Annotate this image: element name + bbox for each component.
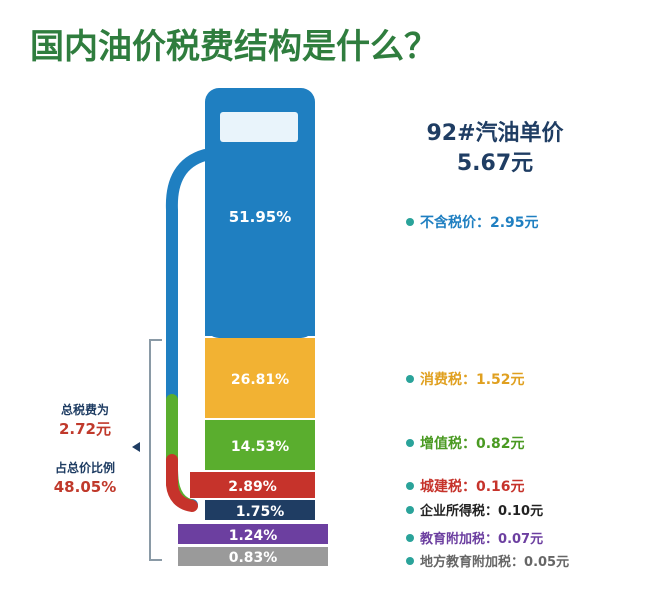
seg-4-value-label: 0.10元 (498, 504, 543, 519)
seg-6-value-label: 0.05元 (524, 555, 569, 570)
seg-0-percent-label: 51.95% (229, 208, 291, 226)
chart-title: 国内油价税费结构是什么？ (30, 27, 438, 67)
seg-2-value-label: 0.82元 (476, 436, 525, 452)
bracket-arrow-icon (132, 442, 140, 452)
seg-1-category-label: 消费税：1.52元 (420, 371, 525, 388)
seg-2-category: 增值税 (420, 435, 462, 452)
seg-2-separator: ： (462, 436, 476, 452)
seg-0-separator: ： (476, 215, 490, 231)
seg-4-category-label: 企业所得税：0.10元 (419, 503, 543, 519)
price-value: 5.67元 (457, 151, 533, 176)
seg-0-category: 不含税价 (420, 214, 477, 231)
seg-5-percent-label: 1.24% (229, 528, 278, 544)
seg-0-category-label: 不含税价：2.95元 (420, 214, 539, 231)
share-label: 占总价比例 (55, 460, 115, 475)
seg-3-callout-dot-icon (406, 482, 414, 490)
seg-6-callout-dot-icon (406, 557, 414, 565)
seg-5-category: 教育附加税 (419, 531, 485, 547)
seg-0-callout-dot-icon (406, 218, 414, 226)
seg-5-callout-dot-icon (406, 534, 414, 542)
seg-1-bar (205, 338, 315, 418)
seg-1-value-label: 1.52元 (476, 372, 525, 388)
seg-1-separator: ： (462, 372, 476, 388)
seg-0-bar (205, 160, 315, 336)
seg-1-category: 消费税 (420, 371, 462, 388)
seg-6-percent-label: 0.83% (229, 550, 278, 566)
seg-3-separator: ： (462, 479, 476, 495)
seg-1-callout-dot-icon (406, 375, 414, 383)
seg-5-separator: ： (485, 532, 498, 547)
seg-3-category: 城建税 (420, 478, 462, 495)
seg-6-bar (178, 547, 328, 566)
total-tax-label: 总税费为 (61, 402, 109, 417)
seg-3-bar (190, 472, 315, 498)
seg-4-separator: ： (485, 504, 498, 519)
seg-1-percent-label: 26.81% (231, 372, 289, 388)
seg-5-category-label: 教育附加税：0.07元 (419, 531, 543, 547)
seg-2-category-label: 增值税：0.82元 (420, 435, 525, 452)
seg-3-percent-label: 2.89% (228, 479, 277, 495)
seg-2-callout-dot-icon (406, 439, 414, 447)
seg-0-value-label: 2.95元 (490, 215, 539, 231)
share-value: 48.05% (54, 478, 116, 496)
seg-5-bar (178, 524, 328, 544)
pump-window (220, 112, 298, 142)
total-tax-value: 2.72元 (59, 420, 111, 438)
seg-5-value-label: 0.07元 (498, 532, 543, 547)
seg-4-bar (205, 500, 315, 520)
seg-6-category: 地方教育附加税 (420, 554, 511, 570)
pump-hose (165, 149, 211, 512)
tax-bracket (149, 339, 162, 561)
seg-2-bar (205, 420, 315, 470)
seg-4-percent-label: 1.75% (236, 504, 285, 520)
seg-3-value-label: 0.16元 (476, 479, 525, 495)
seg-2-percent-label: 14.53% (231, 439, 289, 455)
seg-6-category-label: 地方教育附加税：0.05元 (420, 554, 569, 570)
seg-6-separator: ： (511, 555, 524, 570)
price-label: 92#汽油单价 (426, 120, 564, 146)
seg-4-category: 企业所得税 (419, 503, 485, 519)
seg-4-callout-dot-icon (406, 506, 414, 514)
seg-3-category-label: 城建税：0.16元 (420, 478, 525, 495)
